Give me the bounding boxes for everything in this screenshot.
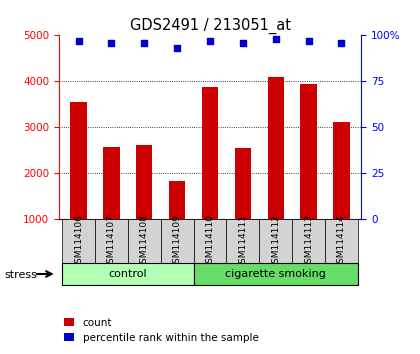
Point <box>239 40 246 46</box>
Point <box>207 38 213 44</box>
Bar <box>136 145 152 266</box>
Bar <box>333 122 350 266</box>
Point <box>75 38 82 44</box>
Point <box>273 36 279 42</box>
Legend: count, percentile rank within the sample: count, percentile rank within the sample <box>60 314 263 347</box>
Point <box>305 38 312 44</box>
Bar <box>202 87 218 266</box>
Text: cigarette smoking: cigarette smoking <box>225 269 326 279</box>
Point <box>174 45 181 51</box>
Text: GSM114108: GSM114108 <box>140 214 149 269</box>
Text: GSM114113: GSM114113 <box>304 214 313 269</box>
Text: stress: stress <box>4 270 37 280</box>
Bar <box>194 219 226 264</box>
Bar <box>235 148 251 266</box>
Text: control: control <box>108 269 147 279</box>
Bar <box>194 263 358 285</box>
Bar <box>62 263 194 285</box>
Text: GSM114107: GSM114107 <box>107 214 116 269</box>
Bar <box>259 219 292 264</box>
Text: GSM114114: GSM114114 <box>337 214 346 269</box>
Bar <box>226 219 259 264</box>
Title: GDS2491 / 213051_at: GDS2491 / 213051_at <box>129 18 291 34</box>
Bar <box>128 219 161 264</box>
Bar <box>62 219 95 264</box>
Point <box>141 40 147 46</box>
Bar <box>300 84 317 266</box>
Text: GSM114110: GSM114110 <box>205 214 215 269</box>
Bar <box>268 77 284 266</box>
Bar <box>70 102 87 266</box>
Bar <box>292 219 325 264</box>
Bar <box>161 219 194 264</box>
Bar <box>95 219 128 264</box>
Point <box>338 40 345 46</box>
Bar <box>325 219 358 264</box>
Text: GSM114109: GSM114109 <box>173 214 181 269</box>
Bar <box>169 181 185 266</box>
Text: GSM114106: GSM114106 <box>74 214 83 269</box>
Bar <box>103 147 120 266</box>
Text: GSM114112: GSM114112 <box>271 214 280 269</box>
Point <box>108 40 115 46</box>
Text: GSM114111: GSM114111 <box>239 214 247 269</box>
